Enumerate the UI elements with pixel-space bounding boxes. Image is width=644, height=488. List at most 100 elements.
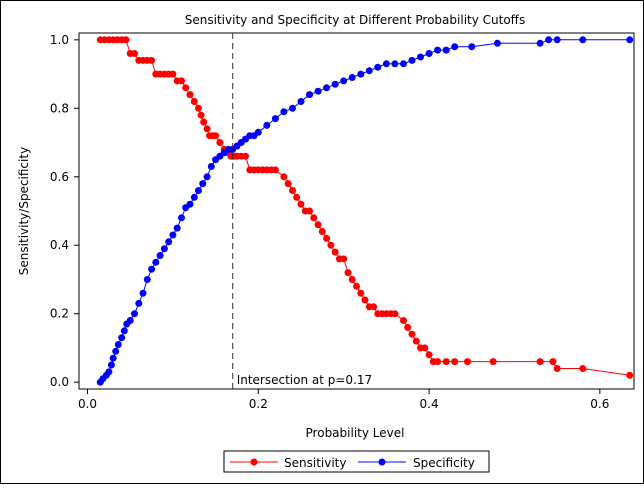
y-axis-label: Sensitivity/Specificity	[17, 147, 31, 275]
sensitivity-point	[451, 358, 459, 366]
specificity-point	[382, 60, 390, 68]
specificity-point	[314, 87, 322, 95]
specificity-point	[425, 50, 433, 57]
sensitivity-point	[549, 358, 557, 366]
sensitivity-point	[408, 330, 416, 338]
sensitivity-point	[310, 214, 318, 222]
specificity-point	[160, 245, 168, 253]
specificity-point	[112, 347, 120, 355]
specificity-point	[107, 361, 115, 369]
specificity-point	[139, 289, 147, 297]
specificity-point	[199, 180, 207, 188]
y-tick-label: 1.0	[50, 33, 69, 47]
sensitivity-point	[182, 84, 190, 92]
sensitivity-point	[464, 358, 471, 366]
series-layer	[96, 36, 634, 386]
sensitivity-point	[284, 180, 292, 188]
specificity-point	[340, 77, 348, 85]
legend: Sensitivity Specificity	[223, 450, 490, 473]
legend-specificity-marker	[378, 458, 386, 466]
sensitivity-point	[131, 50, 138, 57]
specificity-point	[207, 163, 215, 170]
specificity-point	[348, 74, 356, 81]
sensitivity-point	[271, 166, 279, 174]
specificity-point	[374, 63, 382, 71]
sensitivity-point	[553, 365, 561, 372]
specificity-point	[468, 43, 476, 51]
plot-area	[78, 32, 635, 390]
specificity-point	[178, 214, 185, 222]
specificity-point	[126, 317, 134, 324]
sensitivity-point	[178, 77, 185, 85]
specificity-point	[297, 98, 305, 105]
specificity-point	[545, 36, 553, 44]
sensitivity-point	[203, 125, 211, 133]
y-tick-label: 0.8	[50, 101, 69, 115]
sensitivity-point	[412, 337, 420, 345]
specificity-point	[165, 238, 173, 246]
specificity-point	[105, 368, 113, 376]
sensitivity-point	[425, 351, 433, 359]
specificity-point	[391, 60, 399, 68]
sensitivity-point	[421, 344, 429, 352]
sensitivity-point	[200, 118, 208, 126]
sensitivity-point	[293, 193, 301, 201]
sensitivity-point	[297, 200, 305, 208]
specificity-point	[365, 67, 373, 75]
sensitivity-point	[348, 276, 356, 283]
sensitivity-point	[148, 56, 156, 64]
specificity-point	[186, 200, 194, 208]
sensitivity-point	[442, 358, 450, 366]
specificity-point	[131, 310, 138, 318]
sensitivity-point	[280, 173, 288, 181]
specificity-point	[289, 104, 296, 112]
specificity-point	[156, 252, 164, 259]
specificity-point	[536, 39, 544, 47]
sensitivity-point	[434, 358, 442, 366]
specificity-point	[173, 224, 181, 232]
specificity-point	[306, 91, 313, 99]
x-axis-ticks: 0.0 0.2 0.4 0.6	[78, 389, 609, 411]
y-tick-label: 0.2	[50, 307, 69, 321]
specificity-point	[280, 108, 288, 116]
sensitivity-point	[400, 317, 407, 324]
sensitivity-point	[331, 248, 339, 256]
specificity-point	[417, 53, 424, 61]
specificity-point	[408, 56, 416, 64]
specificity-point	[323, 84, 331, 92]
intersection-annotation: Intersection at p=0.17	[237, 373, 372, 387]
specificity-point	[579, 36, 587, 44]
specificity-point	[169, 231, 177, 239]
y-tick-label: 0.0	[50, 375, 69, 389]
specificity-point	[195, 187, 202, 194]
sensitivity-point	[318, 228, 326, 235]
specificity-point	[357, 70, 365, 78]
legend-sensitivity-marker	[250, 458, 258, 466]
legend-specificity-label: Specificity	[413, 456, 475, 470]
y-tick-label: 0.4	[50, 238, 69, 252]
sensitivity-point	[579, 365, 587, 372]
sensitivity-point	[327, 241, 335, 249]
specificity-point	[271, 115, 279, 123]
sensitivity-point	[357, 289, 365, 297]
x-axis-label: Probability Level	[306, 426, 405, 440]
specificity-point	[434, 46, 442, 54]
sensitivity-point	[361, 296, 369, 304]
sensitivity-point	[195, 104, 202, 112]
sensitivity-point	[289, 187, 296, 194]
specificity-point	[626, 36, 634, 44]
legend-sensitivity-label: Sensitivity	[284, 456, 346, 470]
x-tick-label: 0.6	[590, 397, 609, 411]
x-tick-label: 0.0	[78, 397, 97, 411]
sensitivity-point	[489, 358, 497, 366]
sensitivity-point	[340, 255, 348, 263]
sensitivity-point	[404, 323, 412, 331]
sensitivity-point	[370, 303, 378, 311]
sensitivity-point	[353, 282, 360, 290]
sensitivity-point	[212, 132, 220, 140]
specificity-point	[148, 265, 156, 273]
specificity-point	[135, 299, 143, 307]
specificity-point	[442, 46, 450, 54]
sensitivity-point	[186, 91, 194, 99]
